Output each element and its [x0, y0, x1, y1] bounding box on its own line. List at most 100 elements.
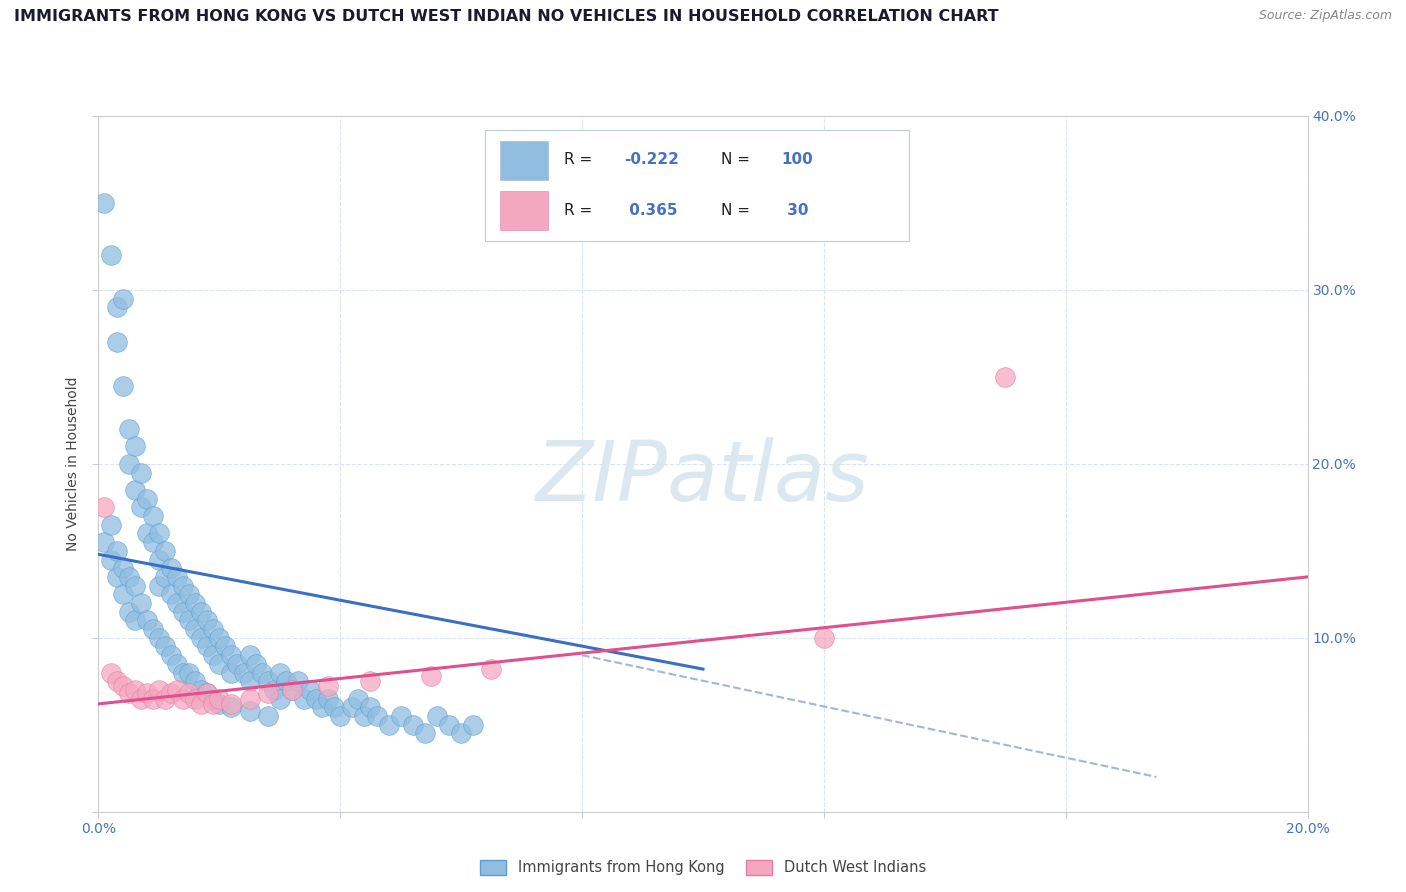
- Point: [450, 726, 472, 740]
- Point: [105, 543, 128, 558]
- Point: [124, 483, 146, 497]
- Point: [190, 631, 212, 645]
- Point: [166, 657, 188, 671]
- Point: [239, 704, 262, 718]
- Point: [148, 552, 170, 566]
- Point: [129, 596, 152, 610]
- Point: [389, 709, 412, 723]
- Point: [118, 570, 141, 584]
- Point: [316, 680, 339, 694]
- Point: [172, 605, 194, 619]
- Point: [93, 196, 115, 211]
- Point: [179, 587, 201, 601]
- FancyBboxPatch shape: [485, 130, 908, 241]
- Point: [135, 526, 157, 541]
- Point: [118, 605, 141, 619]
- Point: [239, 648, 262, 662]
- Point: [179, 614, 201, 628]
- Point: [208, 697, 231, 711]
- Point: [166, 683, 188, 698]
- Point: [377, 717, 399, 731]
- Point: [256, 686, 278, 700]
- Point: [256, 709, 278, 723]
- Point: [232, 665, 254, 680]
- Point: [124, 614, 146, 628]
- Point: [142, 622, 165, 636]
- Point: [426, 709, 449, 723]
- Point: [245, 657, 267, 671]
- Point: [148, 683, 170, 698]
- Point: [100, 552, 122, 566]
- Point: [153, 691, 176, 706]
- Point: [481, 662, 503, 676]
- Point: [190, 697, 212, 711]
- Point: [208, 657, 231, 671]
- Point: [111, 561, 134, 575]
- Point: [994, 369, 1017, 384]
- Point: [111, 378, 134, 392]
- Point: [129, 500, 152, 515]
- Point: [172, 665, 194, 680]
- Point: [160, 686, 183, 700]
- Point: [221, 648, 243, 662]
- Point: [221, 697, 243, 711]
- Point: [184, 691, 207, 706]
- Text: Source: ZipAtlas.com: Source: ZipAtlas.com: [1258, 9, 1392, 22]
- Point: [100, 665, 122, 680]
- Point: [202, 648, 225, 662]
- Point: [269, 691, 291, 706]
- Point: [100, 517, 122, 532]
- Text: 100: 100: [782, 153, 813, 168]
- Point: [160, 587, 183, 601]
- Point: [250, 665, 273, 680]
- Point: [118, 422, 141, 436]
- Point: [195, 686, 218, 700]
- Point: [166, 596, 188, 610]
- Point: [281, 683, 304, 698]
- Point: [148, 631, 170, 645]
- Point: [111, 587, 134, 601]
- Point: [93, 535, 115, 549]
- Text: IMMIGRANTS FROM HONG KONG VS DUTCH WEST INDIAN NO VEHICLES IN HOUSEHOLD CORRELAT: IMMIGRANTS FROM HONG KONG VS DUTCH WEST …: [14, 9, 998, 24]
- Point: [184, 622, 207, 636]
- Point: [153, 570, 176, 584]
- Point: [437, 717, 460, 731]
- Text: 30: 30: [782, 202, 808, 218]
- Point: [129, 691, 152, 706]
- Point: [166, 570, 188, 584]
- Point: [184, 674, 207, 689]
- Text: N =: N =: [721, 153, 755, 168]
- Point: [190, 683, 212, 698]
- Point: [329, 709, 352, 723]
- Point: [142, 535, 165, 549]
- Point: [179, 686, 201, 700]
- Point: [316, 691, 339, 706]
- Text: ZIPatlas: ZIPatlas: [536, 437, 870, 518]
- Point: [366, 709, 388, 723]
- Point: [124, 578, 146, 592]
- Point: [93, 500, 115, 515]
- Point: [142, 691, 165, 706]
- Bar: [501, 191, 548, 230]
- Point: [256, 674, 278, 689]
- Point: [105, 674, 128, 689]
- Point: [124, 683, 146, 698]
- Point: [142, 508, 165, 523]
- Point: [195, 614, 218, 628]
- Point: [153, 543, 176, 558]
- Point: [208, 691, 231, 706]
- Point: [420, 669, 443, 683]
- Text: N =: N =: [721, 202, 755, 218]
- Text: 0.365: 0.365: [624, 202, 678, 218]
- Point: [347, 691, 370, 706]
- Point: [129, 466, 152, 480]
- Point: [269, 665, 291, 680]
- Point: [463, 717, 485, 731]
- Point: [274, 674, 297, 689]
- Point: [342, 700, 364, 714]
- Point: [208, 631, 231, 645]
- Point: [402, 717, 425, 731]
- Point: [281, 683, 304, 698]
- Point: [160, 561, 183, 575]
- Point: [105, 300, 128, 315]
